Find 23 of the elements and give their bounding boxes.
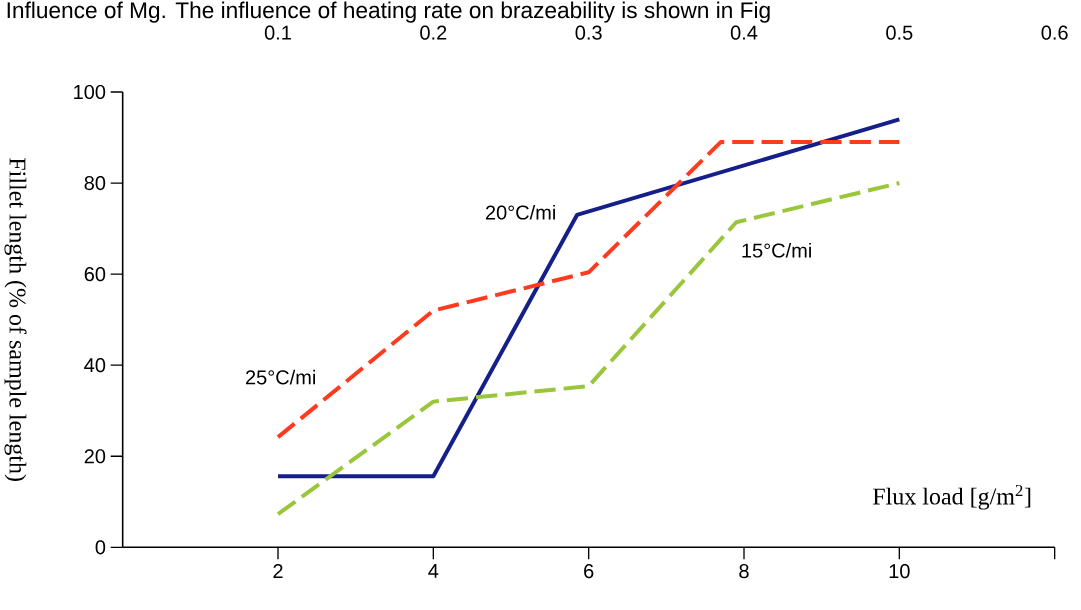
- y-tick-label: 80: [84, 175, 106, 191]
- x-tick-label: 6: [584, 564, 594, 579]
- text: Influence of Mg. The influence of heating rate on brazeability is shown in Fig: [7, 1, 770, 23]
- x2-tick-label: 0.3: [575, 25, 602, 40]
- y-axis-title: Fillet length (% of sample length): [4, 158, 27, 481]
- series-label: 15°C/mi: [742, 242, 811, 258]
- x-axis-title: Flux load [g/m$^{2}$]: [872, 484, 1031, 510]
- x2-tick-label: 0.6: [1041, 25, 1068, 40]
- y-tick-label: 60: [84, 267, 106, 282]
- series-label: 25°C/mi: [246, 369, 315, 385]
- y-tick-label: 0: [95, 540, 106, 555]
- y-tick-label: 40: [84, 358, 106, 373]
- x2-tick-label: 0.4: [730, 25, 758, 40]
- x2-tick-label: 0.5: [886, 25, 913, 40]
- x-tick-label: 4: [428, 564, 439, 578]
- x-tick-label: 8: [739, 564, 749, 579]
- y-tick-label: 100: [74, 84, 106, 100]
- y-tick-label: 20: [84, 449, 106, 464]
- x-tick-label: 10: [889, 564, 910, 579]
- x2-tick-label: 0.2: [420, 25, 447, 40]
- x2-tick-label: 0.1: [264, 25, 291, 40]
- series-label: 20°C/mi: [485, 204, 555, 220]
- x-tick-label: 2: [273, 564, 283, 578]
